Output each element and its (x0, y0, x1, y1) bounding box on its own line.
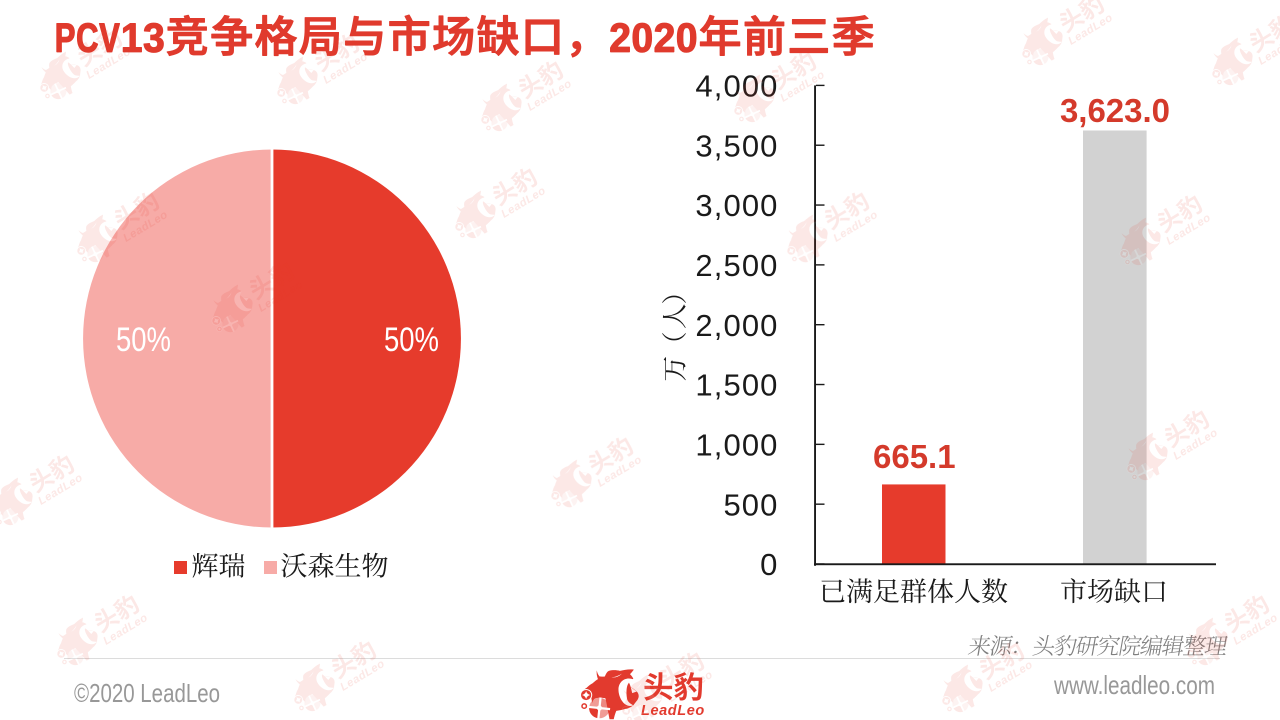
svg-text:50%: 50% (384, 321, 439, 359)
svg-text:50%: 50% (116, 321, 171, 359)
svg-text:1,000: 1,000 (695, 427, 778, 462)
svg-text:3,000: 3,000 (695, 188, 778, 223)
svg-text:LeadLeo: LeadLeo (641, 703, 705, 719)
svg-text:500: 500 (723, 487, 778, 522)
svg-text:2,500: 2,500 (695, 248, 778, 283)
svg-text:0: 0 (760, 547, 778, 582)
svg-text:665.1: 665.1 (873, 438, 956, 475)
svg-text:3,623.0: 3,623.0 (1060, 92, 1170, 129)
svg-text:1,500: 1,500 (695, 368, 778, 403)
svg-text:3,500: 3,500 (695, 128, 778, 163)
svg-text:2,000: 2,000 (695, 308, 778, 343)
svg-text:www.leadleo.com: www.leadleo.com (1053, 670, 1215, 700)
svg-text:©2020 LeadLeo: ©2020 LeadLeo (74, 678, 220, 708)
